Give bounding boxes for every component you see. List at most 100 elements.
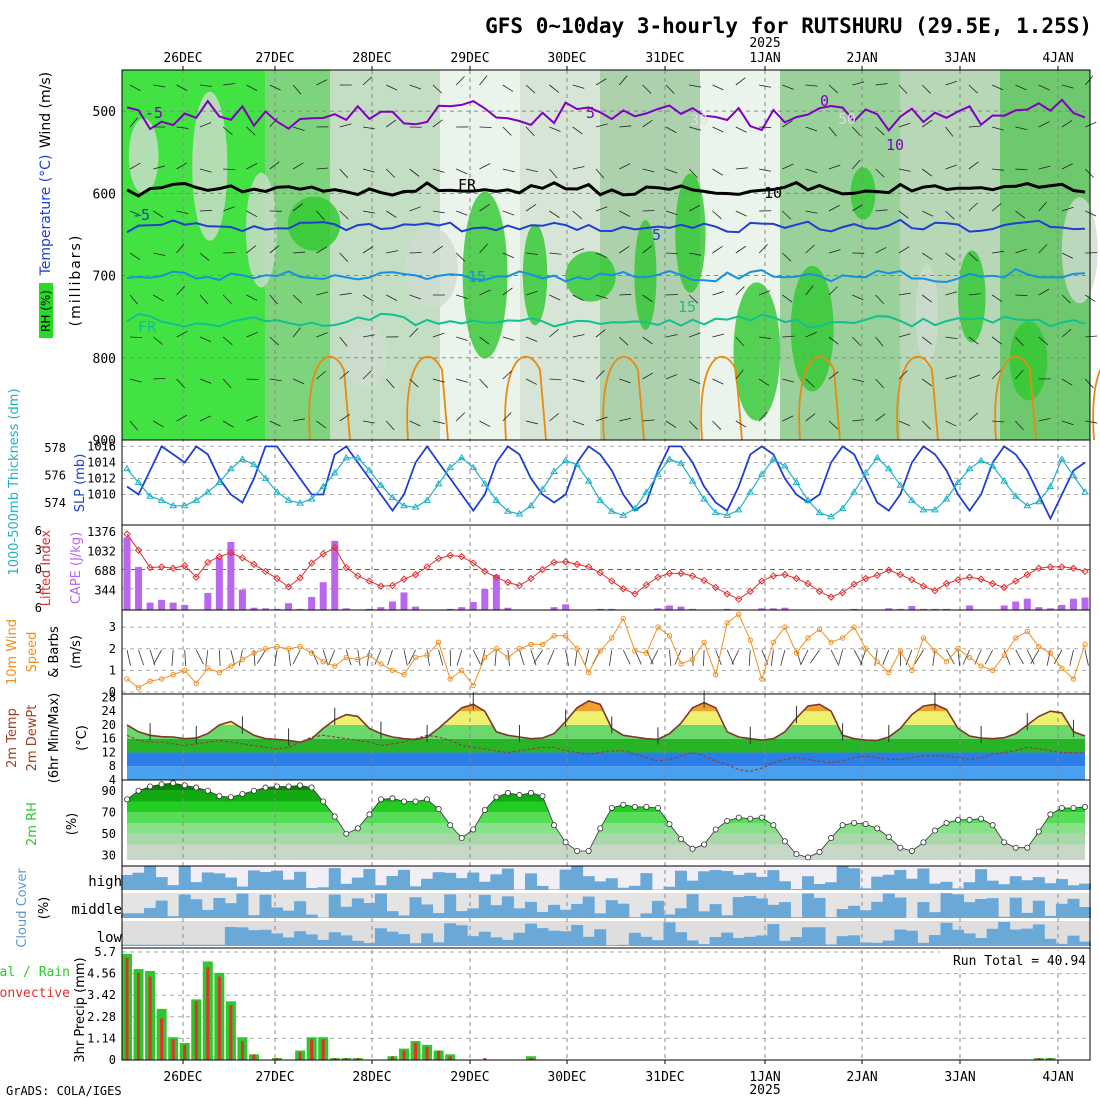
temperature-side-label: Temperature (°C) <box>38 155 54 277</box>
li-point <box>677 569 685 578</box>
thickness-point <box>665 455 674 462</box>
rh-point <box>989 822 996 829</box>
wind-barb <box>945 336 958 340</box>
wind-barb <box>991 202 1002 212</box>
precip-convective-bar <box>217 976 221 1060</box>
wind-barb <box>1038 244 1048 254</box>
rh-point <box>839 822 846 829</box>
wind-speed-point <box>412 654 419 661</box>
wind-speed-point <box>389 667 396 674</box>
wind-ylabel-3: & Barbs <box>47 626 62 678</box>
thickness-point <box>977 456 986 464</box>
li-point <box>192 573 200 581</box>
wind-barb <box>968 374 981 380</box>
wind-barb <box>921 119 933 128</box>
wind-barb <box>968 84 978 94</box>
li-point <box>850 580 858 588</box>
wind-barb <box>968 293 981 296</box>
cape-tick: 1032 <box>87 545 116 559</box>
wind-barb <box>689 205 701 212</box>
li-point <box>181 561 189 570</box>
thickness-tick: 576 <box>44 469 66 483</box>
wind-barb <box>1061 163 1073 170</box>
wind-speed-point <box>1036 643 1042 650</box>
wind-barb <box>526 252 539 255</box>
wind-speed-point <box>447 676 453 682</box>
wind-barb-10m <box>800 649 809 665</box>
wind-barb <box>153 165 166 170</box>
wind-ylabel-2: Speed <box>25 632 40 673</box>
wind-barb <box>502 252 514 259</box>
wind-barb <box>782 84 794 90</box>
li-tick: 6 <box>35 524 42 538</box>
cape-bar <box>1000 605 1008 610</box>
cape-bar <box>181 604 189 610</box>
wind-barb <box>525 336 538 342</box>
cloud-bar <box>871 942 884 946</box>
isotherm-line <box>126 267 1086 284</box>
wind-barb-10m <box>218 649 221 666</box>
wind-barb-10m <box>748 649 751 666</box>
li-point <box>827 593 835 601</box>
rh-cell <box>733 282 781 421</box>
wind-speed-point <box>482 654 488 661</box>
cloud-bar <box>1055 943 1068 946</box>
wind-speed-point <box>262 646 269 652</box>
wind-barb <box>595 329 606 338</box>
wind-speed-point <box>239 656 246 663</box>
wind-speed-point <box>701 639 707 645</box>
cloud-bar <box>478 881 491 890</box>
precip-convective-bar <box>483 1058 487 1060</box>
rh-cell <box>245 172 277 288</box>
wind-barb <box>269 378 282 382</box>
rh-cell <box>1009 321 1048 401</box>
wind-barb <box>479 204 490 212</box>
thickness-point <box>781 462 789 469</box>
rh-point <box>862 821 869 828</box>
wind-barb <box>1061 252 1073 259</box>
bottom-day-label: 30DEC <box>547 1070 586 1085</box>
cloud-bar <box>628 917 641 918</box>
li-point <box>619 585 628 593</box>
cloud-bar <box>605 878 618 890</box>
cape-bar <box>215 557 223 610</box>
cloud-bar <box>294 931 307 946</box>
rh-band <box>127 844 1085 860</box>
cloud-bar <box>305 914 318 918</box>
wind-barb-10m <box>472 649 481 665</box>
rh-point <box>804 854 811 861</box>
cloud-bar <box>190 882 203 890</box>
wind-barb-10m <box>770 649 774 666</box>
thickness-point <box>296 499 305 506</box>
isotherm-line <box>126 312 1086 329</box>
wind-barb <box>665 334 678 338</box>
rh-point <box>504 789 511 796</box>
cloud-bar <box>144 944 157 946</box>
wind-speed-point <box>424 652 430 658</box>
wind-barb-10m <box>547 649 555 665</box>
wind-speed-point <box>170 672 176 678</box>
wind-speed-point <box>747 637 753 643</box>
wind-barb <box>642 419 655 422</box>
wind-barb <box>1084 75 1094 86</box>
li-point <box>931 587 939 595</box>
cloud-bar <box>351 898 364 918</box>
wind-speed-point <box>816 626 823 632</box>
wind-barb <box>619 293 632 296</box>
cloud-bar <box>767 904 780 918</box>
cloud-bar <box>490 937 503 946</box>
contour-label: 30 <box>690 111 708 129</box>
cloud-bar <box>871 901 884 918</box>
wind-barb-10m <box>1069 649 1074 666</box>
cloud-bar <box>651 940 664 946</box>
rh-point <box>689 845 696 852</box>
wind-barb <box>362 126 375 130</box>
wind-barb-10m <box>184 649 187 666</box>
wind-speed-point <box>459 667 465 674</box>
cape-bar <box>481 589 489 610</box>
cloud-bar <box>190 899 203 918</box>
wind-barb <box>1038 417 1051 422</box>
precip-convective-bar <box>425 1046 429 1060</box>
li-point <box>296 574 304 582</box>
